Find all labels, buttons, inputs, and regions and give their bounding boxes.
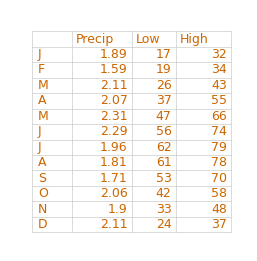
Text: N: N bbox=[38, 203, 48, 216]
Text: F: F bbox=[38, 63, 45, 76]
Text: 58: 58 bbox=[211, 187, 227, 200]
Text: 62: 62 bbox=[156, 141, 172, 154]
Text: O: O bbox=[38, 187, 48, 200]
Text: D: D bbox=[38, 218, 48, 231]
Text: S: S bbox=[38, 172, 46, 185]
Text: 2.06: 2.06 bbox=[100, 187, 128, 200]
Text: 32: 32 bbox=[212, 48, 227, 61]
Text: 2.11: 2.11 bbox=[100, 218, 128, 231]
Text: 74: 74 bbox=[212, 125, 227, 138]
Text: 2.11: 2.11 bbox=[100, 79, 128, 92]
Text: 56: 56 bbox=[156, 125, 172, 138]
Text: A: A bbox=[38, 94, 47, 107]
Text: 19: 19 bbox=[156, 63, 172, 76]
Text: 33: 33 bbox=[156, 203, 172, 216]
Text: 79: 79 bbox=[212, 141, 227, 154]
Text: 47: 47 bbox=[156, 110, 172, 123]
Text: J: J bbox=[38, 125, 42, 138]
Text: M: M bbox=[38, 110, 49, 123]
Text: 61: 61 bbox=[156, 156, 172, 169]
Text: 1.89: 1.89 bbox=[100, 48, 128, 61]
Text: 1.96: 1.96 bbox=[100, 141, 128, 154]
Text: 37: 37 bbox=[212, 218, 227, 231]
Text: J: J bbox=[38, 48, 42, 61]
Text: 24: 24 bbox=[156, 218, 172, 231]
Text: 37: 37 bbox=[156, 94, 172, 107]
Text: 2.31: 2.31 bbox=[100, 110, 128, 123]
Text: 78: 78 bbox=[211, 156, 227, 169]
Text: 2.07: 2.07 bbox=[100, 94, 128, 107]
Text: Low: Low bbox=[136, 33, 160, 46]
Text: 1.9: 1.9 bbox=[108, 203, 128, 216]
Text: Precip: Precip bbox=[76, 33, 114, 46]
Text: 1.71: 1.71 bbox=[100, 172, 128, 185]
Text: 70: 70 bbox=[211, 172, 227, 185]
Text: M: M bbox=[38, 79, 49, 92]
Text: 42: 42 bbox=[156, 187, 172, 200]
Text: 48: 48 bbox=[212, 203, 227, 216]
Text: 43: 43 bbox=[212, 79, 227, 92]
Text: 34: 34 bbox=[212, 63, 227, 76]
Text: 1.81: 1.81 bbox=[100, 156, 128, 169]
Text: 55: 55 bbox=[211, 94, 227, 107]
Text: 2.29: 2.29 bbox=[100, 125, 128, 138]
Text: 53: 53 bbox=[156, 172, 172, 185]
Text: 17: 17 bbox=[156, 48, 172, 61]
Text: High: High bbox=[179, 33, 208, 46]
Text: 26: 26 bbox=[156, 79, 172, 92]
Text: 1.59: 1.59 bbox=[100, 63, 128, 76]
Text: 66: 66 bbox=[212, 110, 227, 123]
Text: J: J bbox=[38, 141, 42, 154]
Text: A: A bbox=[38, 156, 47, 169]
